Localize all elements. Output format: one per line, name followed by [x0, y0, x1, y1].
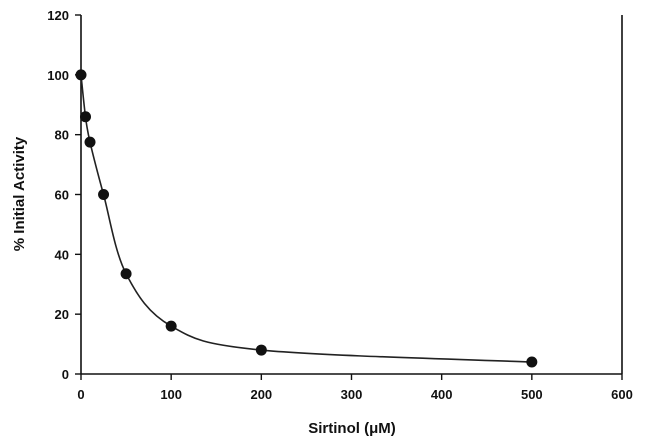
data-point: [255, 344, 267, 356]
fit-curve: [80, 74, 532, 363]
y-tick-label: 0: [62, 367, 69, 382]
data-point: [165, 320, 177, 332]
y-tick-label: 120: [47, 8, 69, 23]
x-tick-label: 500: [521, 387, 543, 402]
data-point: [526, 356, 538, 368]
x-tick-label: 600: [611, 387, 633, 402]
data-points: [75, 69, 538, 368]
data-point: [80, 111, 92, 123]
y-tick-label: 100: [47, 68, 69, 83]
y-tick-label: 60: [55, 188, 69, 203]
y-tick-label: 20: [55, 307, 69, 322]
x-tick-label: 300: [341, 387, 363, 402]
y-tick-label: 80: [55, 128, 69, 143]
tick-labels: 0 100 200 300 400 500 600 0 20 40 60 80 100 120: [47, 8, 633, 402]
x-tick-label: 0: [77, 387, 84, 402]
x-tick-label: 100: [160, 387, 182, 402]
data-point: [98, 189, 110, 200]
x-tick-label: 400: [431, 387, 453, 402]
y-tick-label: 40: [55, 247, 69, 262]
data-point: [120, 268, 132, 280]
y-axis-label: % Initial Activity: [11, 136, 28, 251]
tick-marks: [75, 14, 623, 380]
x-axis-label: Sirtinol (μM): [308, 420, 396, 437]
data-point: [84, 136, 96, 148]
x-tick-label: 200: [250, 387, 272, 402]
data-point: [75, 69, 87, 81]
